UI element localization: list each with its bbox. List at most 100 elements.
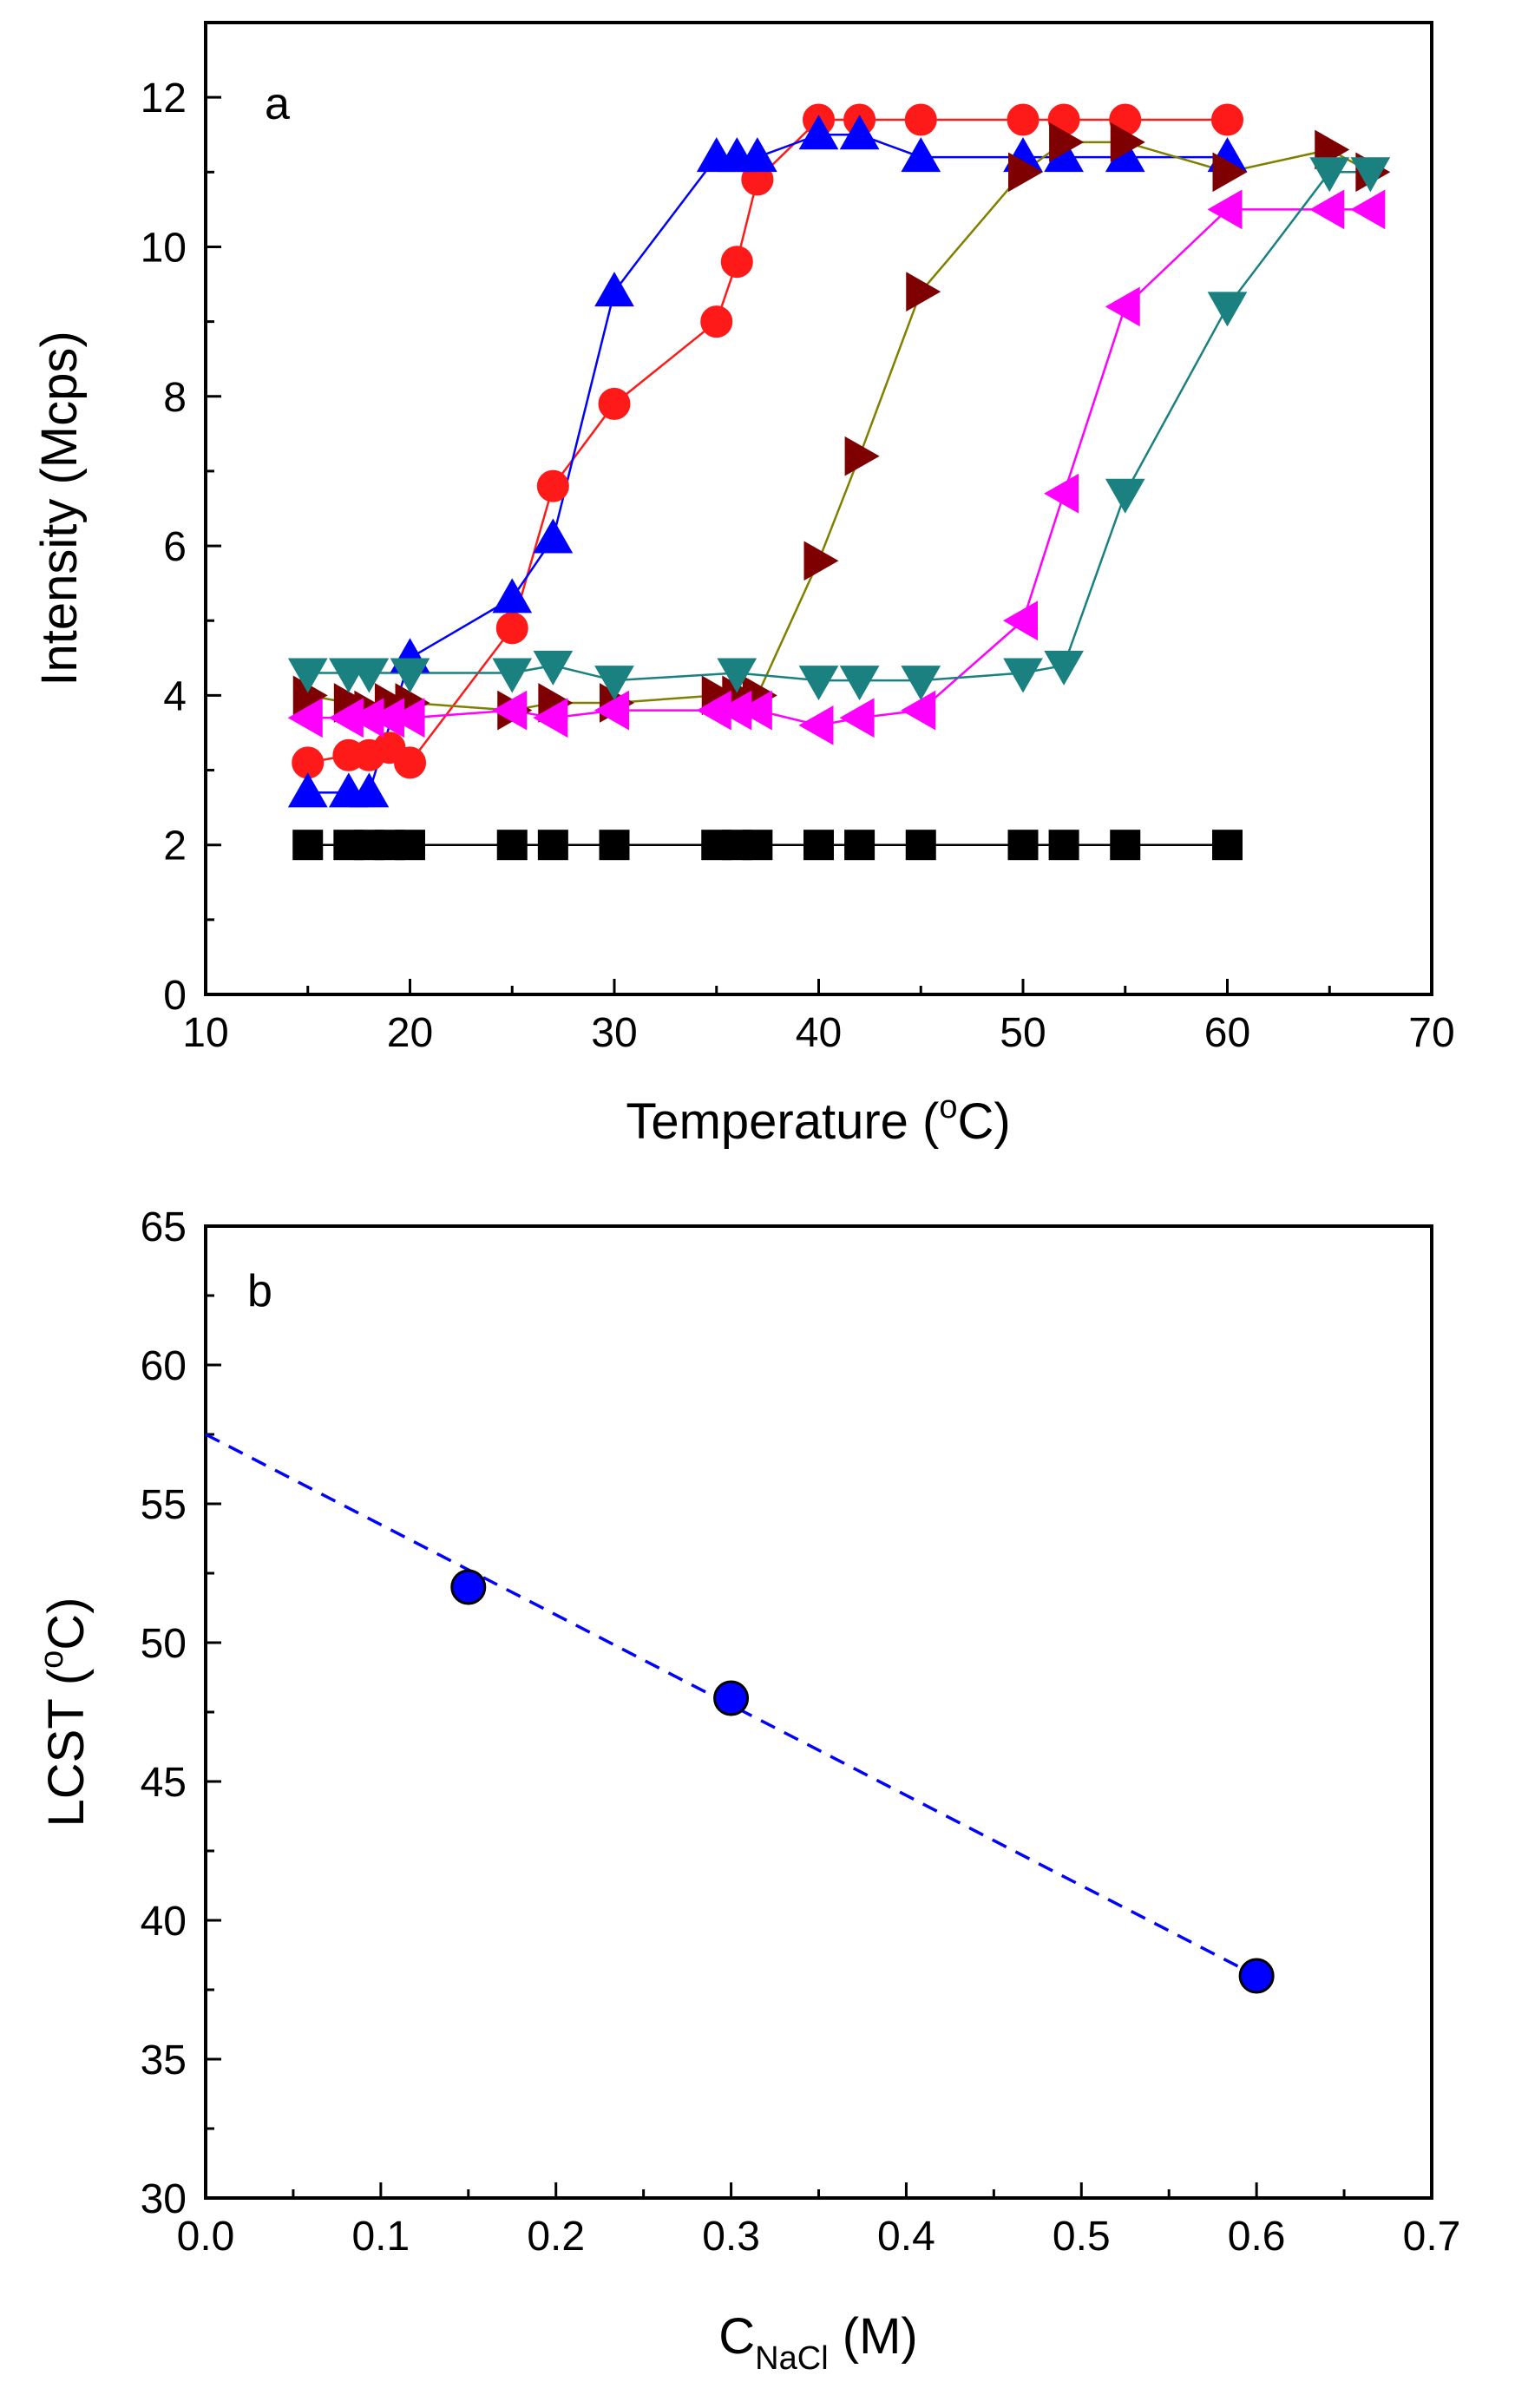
y-tick-label: 6: [163, 524, 187, 570]
y-axis-title-b: LCST (oC): [34, 1598, 95, 1827]
circle-marker: [495, 612, 528, 645]
triangle-left-marker: [533, 698, 568, 738]
triangle-right-marker: [803, 541, 839, 581]
triangle-up-marker: [287, 772, 328, 808]
triangle-left-marker: [1207, 189, 1243, 230]
triangle-down-marker: [798, 666, 839, 701]
axes-a: 10 20 30 40 50 60 70 0 2 4 6 8 10 12: [141, 75, 1455, 1056]
triangle-down-marker: [533, 650, 574, 686]
triangle-left-marker: [839, 698, 875, 738]
circle-marker: [904, 103, 937, 136]
triangle-down-marker: [594, 666, 634, 701]
triangle-up-marker: [349, 772, 390, 808]
y-tick-label: 8: [163, 375, 187, 421]
y-tick-label: 60: [141, 1343, 187, 1389]
x-tick-label: 0.4: [877, 2214, 935, 2260]
axes-b: 0.0 0.1 0.2 0.3 0.4 0.5 0.6 0.7 30 35 40 45 50 55 60 65: [141, 1204, 1461, 2260]
triangle-right-marker: [906, 272, 941, 312]
panel-label-a: a: [265, 79, 290, 129]
lcst-point: [450, 1569, 487, 1605]
x-axis-title-b: CNaCl (M): [718, 2308, 917, 2377]
triangle-left-marker: [492, 690, 528, 731]
x-tick-label: 10: [182, 1010, 228, 1056]
triangle-down-marker: [492, 658, 533, 693]
y-tick-label: 30: [141, 2176, 187, 2222]
circle-marker: [536, 469, 569, 502]
series-lines-a: [307, 118, 1371, 846]
square-marker: [1110, 830, 1141, 861]
square-marker: [599, 830, 630, 861]
x-tick-label: 0.7: [1403, 2214, 1461, 2260]
y-tick-label: 40: [141, 1899, 187, 1945]
square-marker: [844, 830, 876, 861]
triangle-left-marker: [798, 705, 834, 745]
triangle-left-marker: [1350, 189, 1386, 230]
fit-line-b: [205, 1433, 1257, 1978]
square-marker: [1048, 830, 1079, 861]
triangle-left-marker: [1309, 189, 1345, 230]
triangle-left-marker: [901, 690, 936, 731]
triangle-down-marker: [1309, 157, 1350, 193]
x-axis-title-a: Temperature (oC): [626, 1089, 1010, 1150]
panel-b: 0.0 0.1 0.2 0.3 0.4 0.5 0.6 0.7 30 35 40 45 50 55 60 65…: [34, 1204, 1460, 2377]
x-tick-label: 20: [387, 1010, 433, 1056]
triangle-left-marker: [390, 698, 425, 738]
square-marker: [905, 830, 936, 861]
x-tick-label: 60: [1204, 1010, 1250, 1056]
x-tick-label: 0.1: [351, 2214, 410, 2260]
triangle-right-marker: [1008, 152, 1044, 193]
triangle-down-marker: [287, 658, 328, 693]
triangle-left-marker: [1044, 473, 1079, 514]
data-markers-a: [287, 103, 1391, 861]
triangle-up-marker: [594, 272, 634, 307]
triangle-left-marker: [594, 690, 629, 731]
x-tick-label: 30: [591, 1010, 637, 1056]
triangle-down-marker: [1207, 292, 1248, 327]
triangle-up-marker: [839, 115, 880, 150]
panel-label-b: b: [247, 1266, 272, 1316]
y-tick-label: 12: [141, 75, 187, 121]
lcst-point: [1238, 1958, 1275, 1994]
y-tick-label: 65: [141, 1204, 187, 1250]
y-axis-title-a: Intensity (Mcps): [31, 331, 88, 686]
circle-marker: [1211, 103, 1243, 136]
triangle-right-marker: [1212, 152, 1248, 193]
y-tick-label: 35: [141, 2037, 187, 2083]
x-tick-label: 50: [1000, 1010, 1046, 1056]
triangle-down-marker: [839, 666, 880, 701]
panel-a: 10 20 30 40 50 60 70 0 2 4 6 8 10 12 a Temperature (o…: [31, 21, 1455, 1150]
triangle-right-marker: [1110, 121, 1145, 162]
series-line: [307, 118, 1228, 764]
square-marker: [803, 830, 834, 861]
square-marker: [742, 830, 773, 861]
series-line: [307, 208, 1371, 727]
y-tick-label: 0: [163, 973, 187, 1019]
triangle-down-marker: [717, 658, 758, 693]
square-marker: [496, 830, 528, 861]
triangle-down-marker: [1350, 157, 1391, 193]
fit-line: [205, 1433, 1257, 1978]
triangle-down-marker: [390, 658, 430, 693]
triangle-down-marker: [349, 658, 390, 693]
y-tick-label: 4: [163, 673, 187, 719]
triangle-right-marker: [1049, 121, 1085, 162]
circle-marker: [700, 305, 733, 338]
triangle-up-marker: [737, 137, 777, 173]
y-tick-label: 50: [141, 1621, 187, 1667]
circle-marker: [598, 387, 631, 420]
y-tick-label: 2: [163, 823, 187, 869]
x-tick-label: 70: [1408, 1010, 1454, 1056]
triangle-up-marker: [533, 518, 574, 554]
square-marker: [395, 830, 425, 861]
y-tick-label: 45: [141, 1760, 187, 1806]
x-tick-label: 40: [796, 1010, 842, 1056]
x-tick-label: 0.5: [1053, 2214, 1111, 2260]
x-tick-label: 0.3: [702, 2214, 760, 2260]
circle-marker: [720, 246, 753, 279]
triangle-left-marker: [1002, 600, 1038, 641]
x-tick-label: 0.2: [527, 2214, 585, 2260]
circle-marker: [1007, 103, 1040, 136]
triangle-left-marker: [1105, 286, 1140, 327]
data-markers-b: [450, 1569, 1275, 1994]
circle-marker: [394, 746, 426, 779]
